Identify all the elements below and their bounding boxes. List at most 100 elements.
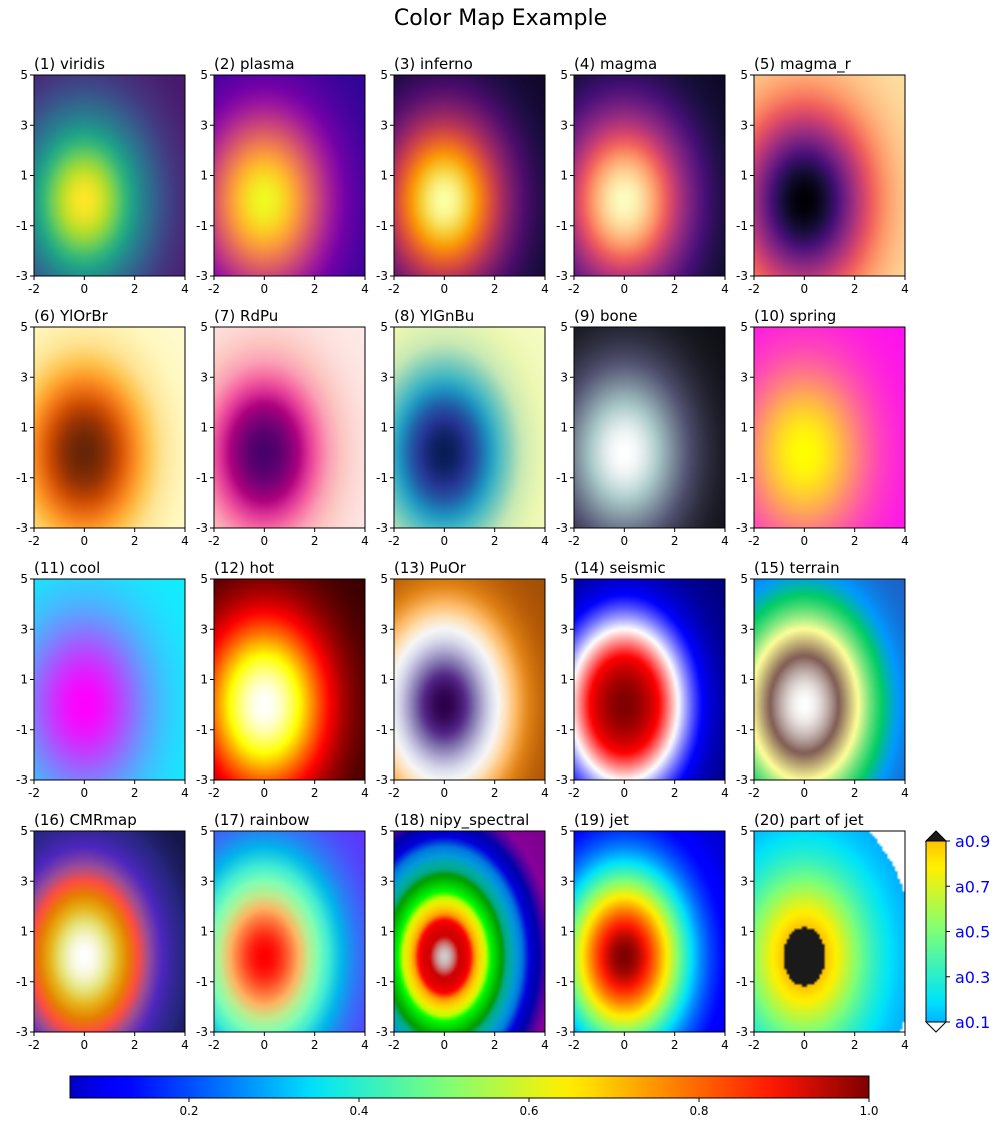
y-tick-label: -1 bbox=[736, 975, 748, 989]
y-tick-label: -1 bbox=[556, 219, 568, 233]
x-tick-label: 0 bbox=[621, 534, 629, 548]
y-tick-label: -1 bbox=[16, 219, 28, 233]
y-tick-label: -3 bbox=[376, 1025, 388, 1039]
panel-title: (12) hot bbox=[214, 559, 274, 577]
panel-15: (15) terrain -2 0 2 4 5 3 1 -1 -3 bbox=[736, 559, 909, 800]
panel-3: (3) inferno -2 0 2 4 5 3 1 -1 -3 bbox=[376, 55, 549, 296]
y-tick-label: 3 bbox=[20, 874, 28, 888]
y-tick-label: -1 bbox=[556, 471, 568, 485]
panel-4: (4) magma -2 0 2 4 5 3 1 -1 -3 bbox=[556, 55, 729, 296]
x-tick-label: -2 bbox=[28, 534, 40, 548]
panel-title: (18) nipy_spectral bbox=[394, 811, 529, 830]
x-tick-label: -2 bbox=[748, 786, 760, 800]
x-tick-label: 4 bbox=[541, 534, 549, 548]
heatmap-image bbox=[394, 327, 545, 528]
y-tick-label: -3 bbox=[376, 521, 388, 535]
heatmap-image bbox=[574, 75, 725, 276]
panel-10: (10) spring -2 0 2 4 5 3 1 -1 -3 bbox=[736, 307, 909, 548]
x-tick-label: 2 bbox=[671, 786, 679, 800]
y-tick-label: 5 bbox=[560, 824, 568, 838]
x-tick-label: 0 bbox=[441, 534, 449, 548]
x-tick-label: 4 bbox=[361, 534, 369, 548]
y-tick-label: 3 bbox=[560, 874, 568, 888]
panel-title: (9) bone bbox=[574, 307, 637, 325]
y-tick-label: 1 bbox=[380, 925, 388, 939]
panel-title: (17) rainbow bbox=[214, 811, 310, 829]
y-tick-label: -3 bbox=[556, 521, 568, 535]
panel-12: (12) hot -2 0 2 4 5 3 1 -1 -3 bbox=[196, 559, 369, 800]
panel-title: (13) PuOr bbox=[394, 559, 467, 577]
colorbar-tick-label: a0.9 bbox=[955, 832, 990, 851]
y-tick-label: -1 bbox=[736, 471, 748, 485]
heatmap-image bbox=[754, 327, 905, 528]
y-tick-label: -1 bbox=[556, 975, 568, 989]
y-tick-label: 5 bbox=[560, 320, 568, 334]
heatmap-image bbox=[754, 579, 905, 780]
x-tick-label: 4 bbox=[541, 786, 549, 800]
y-tick-label: 3 bbox=[380, 622, 388, 636]
panel-title: (6) YlOrBr bbox=[34, 307, 109, 325]
y-tick-label: -1 bbox=[376, 471, 388, 485]
y-tick-label: 3 bbox=[200, 118, 208, 132]
y-tick-label: -1 bbox=[736, 723, 748, 737]
x-tick-label: 2 bbox=[671, 1038, 679, 1052]
panel-14: (14) seismic -2 0 2 4 5 3 1 -1 -3 bbox=[556, 559, 729, 800]
panel-7: (7) RdPu -2 0 2 4 5 3 1 -1 -3 bbox=[196, 307, 369, 548]
y-tick-label: -3 bbox=[376, 269, 388, 283]
y-tick-label: 5 bbox=[200, 572, 208, 586]
colorbar-under-extension bbox=[924, 1021, 948, 1033]
x-tick-label: 0 bbox=[81, 1038, 89, 1052]
x-tick-label: 2 bbox=[311, 786, 319, 800]
y-tick-label: -1 bbox=[556, 723, 568, 737]
y-tick-label: -3 bbox=[16, 773, 28, 787]
y-tick-label: 3 bbox=[380, 370, 388, 384]
x-tick-label: -2 bbox=[208, 786, 220, 800]
y-tick-label: 1 bbox=[200, 673, 208, 687]
x-tick-label: 0 bbox=[441, 282, 449, 296]
y-tick-label: -3 bbox=[736, 1025, 748, 1039]
y-tick-label: -3 bbox=[736, 269, 748, 283]
panel-19: (19) jet -2 0 2 4 5 3 1 -1 -3 bbox=[556, 811, 729, 1052]
x-tick-label: 2 bbox=[311, 1038, 319, 1052]
y-tick-label: 1 bbox=[740, 169, 748, 183]
x-tick-label: 2 bbox=[671, 534, 679, 548]
x-tick-label: 2 bbox=[851, 534, 859, 548]
y-tick-label: 1 bbox=[20, 925, 28, 939]
panel-18: (18) nipy_spectral -2 0 2 4 5 3 1 -1 -3 bbox=[376, 811, 549, 1052]
y-tick-label: 1 bbox=[200, 925, 208, 939]
colorbar-over-extension bbox=[924, 830, 948, 842]
y-tick-label: 5 bbox=[200, 68, 208, 82]
x-tick-label: 4 bbox=[361, 786, 369, 800]
y-tick-label: 5 bbox=[20, 572, 28, 586]
x-tick-label: 2 bbox=[491, 1038, 499, 1052]
colorbar-tick-label: 0.6 bbox=[519, 1104, 538, 1118]
x-tick-label: 4 bbox=[721, 534, 729, 548]
colorbar-tick-label: a0.1 bbox=[955, 1013, 990, 1032]
y-tick-label: 1 bbox=[380, 421, 388, 435]
x-tick-label: 4 bbox=[721, 786, 729, 800]
heatmap-image bbox=[754, 75, 905, 276]
x-tick-label: -2 bbox=[388, 786, 400, 800]
x-tick-label: -2 bbox=[568, 786, 580, 800]
x-tick-label: -2 bbox=[748, 1038, 760, 1052]
x-tick-label: 4 bbox=[541, 1038, 549, 1052]
y-tick-label: -3 bbox=[556, 773, 568, 787]
x-tick-label: 2 bbox=[491, 786, 499, 800]
y-tick-label: 3 bbox=[380, 118, 388, 132]
x-tick-label: 2 bbox=[131, 786, 139, 800]
panel-title: (15) terrain bbox=[754, 559, 840, 577]
y-tick-label: 3 bbox=[20, 622, 28, 636]
y-tick-label: -3 bbox=[196, 773, 208, 787]
y-tick-label: -3 bbox=[736, 521, 748, 535]
y-tick-label: 5 bbox=[740, 320, 748, 334]
heatmap-image bbox=[574, 831, 725, 1032]
heatmap-image bbox=[214, 75, 365, 276]
heatmap-image bbox=[34, 75, 185, 276]
y-tick-label: -3 bbox=[16, 269, 28, 283]
heatmap-image bbox=[34, 831, 185, 1032]
x-tick-label: 4 bbox=[361, 282, 369, 296]
x-tick-label: 2 bbox=[131, 1038, 139, 1052]
y-tick-label: -3 bbox=[16, 1025, 28, 1039]
panel-title: (8) YlGnBu bbox=[394, 307, 474, 325]
y-tick-label: 3 bbox=[740, 118, 748, 132]
